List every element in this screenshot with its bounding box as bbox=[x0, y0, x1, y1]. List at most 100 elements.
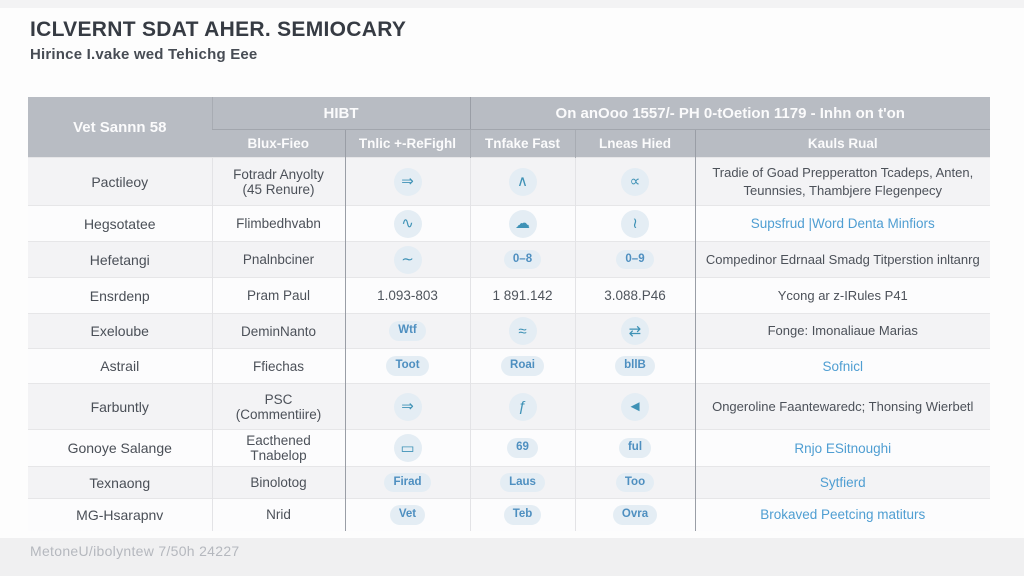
value-cell: ≀ bbox=[574, 205, 695, 242]
col-header-blux-fieo: Blux-Fieo bbox=[212, 129, 345, 158]
result-link[interactable]: Rnjo ESitnoughi bbox=[794, 440, 892, 456]
result-cell: Sofnicl bbox=[694, 348, 991, 384]
key-badge: 0–8 bbox=[503, 249, 542, 270]
row-detail-line2: (Commentiire) bbox=[235, 406, 322, 422]
page-title: ICLVERNT SDAT AHER. SEMIOCARY bbox=[30, 18, 407, 41]
row-detail: Pram Paul bbox=[211, 277, 345, 314]
text-badge: Firad bbox=[384, 472, 431, 493]
card-icon: ▭ bbox=[393, 434, 422, 462]
value-cell: ☁ bbox=[469, 205, 575, 242]
text-badge: Vet bbox=[389, 505, 426, 525]
table-row: Pactileoy Fotradr Anyolty (45 Renure) ⇒ ∧ ∝ Tr… bbox=[28, 157, 991, 206]
waves-icon: ≈ bbox=[508, 317, 537, 345]
table-row: Astrail Ffiechas Toot Roai bllB Sofnicl bbox=[28, 348, 991, 384]
result-link[interactable]: Brokaved Peetcing matiturs bbox=[760, 507, 926, 523]
table-row: Hegsotatee Flimbedhvabn ∿ ☁ ≀ Supsfrud |Word … bbox=[28, 205, 991, 242]
result-link[interactable]: Sofnicl bbox=[822, 358, 864, 374]
col-group-onaooo: On anOoo 1557/- PH 0-tOetion 1179 - Inhn… bbox=[469, 97, 991, 130]
value-cell: Too bbox=[574, 466, 695, 499]
row-label: Texnaong bbox=[28, 466, 212, 499]
plane-icon: ◄ bbox=[621, 392, 649, 421]
result-link[interactable]: Supsfrud |Word Denta Minfiors bbox=[750, 216, 935, 231]
text-badge: bllB bbox=[615, 356, 655, 376]
wave-icon: ∼ bbox=[393, 245, 422, 274]
table-row: Hefetangi Pnalnbciner ∼ 0–8 0–9 Compedinor Ed… bbox=[28, 241, 991, 278]
wave-check-icon: ∿ bbox=[393, 209, 422, 238]
result-text: Tradie of Goad Prepperatton Tcadeps, Ant… bbox=[712, 164, 974, 198]
value-number: 1 891.142 bbox=[492, 288, 553, 303]
value-cell: ∝ bbox=[574, 157, 695, 206]
row-label: Pactileoy bbox=[28, 157, 212, 206]
wtf-badge: Wtf bbox=[389, 321, 426, 341]
f-curve-icon: ƒ bbox=[508, 392, 537, 421]
value-cell: ◄ bbox=[574, 383, 695, 430]
value-cell: 0–8 bbox=[469, 241, 575, 278]
col-header-kauls-rual: Kauls Rual bbox=[694, 129, 991, 158]
title-block: ICLVERNT SDAT AHER. SEMIOCARY Hirince I.… bbox=[30, 18, 406, 63]
row-detail: Flimbedhvabn bbox=[211, 205, 345, 242]
result-text: Compedinor Edrnaal Smadg Titperstion inl… bbox=[705, 251, 980, 267]
result-cell: Supsfrud |Word Denta Minfiors bbox=[694, 205, 991, 242]
value-cell: Teb bbox=[469, 498, 575, 531]
row-label: Hefetangi bbox=[28, 241, 212, 278]
row-detail: Eacthened Tnabelop bbox=[211, 429, 345, 467]
result-cell: Brokaved Peetcing matiturs bbox=[694, 498, 991, 531]
value-cell: ⇒ bbox=[344, 383, 470, 430]
text-badge: Laus bbox=[500, 472, 545, 493]
value-cell: 69 bbox=[469, 429, 575, 467]
value-cell: Firad bbox=[344, 466, 470, 499]
row-detail: Nrid bbox=[211, 498, 345, 531]
row-label: Farbuntly bbox=[28, 383, 212, 430]
value-cell: ƒ bbox=[469, 383, 575, 430]
footer-note: MetoneU/ibolyntew 7/50h 24227 bbox=[30, 543, 240, 559]
value-cell: ful bbox=[574, 429, 695, 467]
comparison-table: Vet Sannn 58 HIBT On anOoo 1557/- PH 0-t… bbox=[28, 97, 991, 531]
value-cell: ⇄ bbox=[574, 313, 695, 349]
value-number: 1.093-803 bbox=[377, 288, 438, 303]
peak-icon: ∧ bbox=[508, 167, 537, 196]
value-cell: Roai bbox=[469, 348, 575, 384]
table-group-header-row: Vet Sannn 58 HIBT On anOoo 1557/- PH 0-t… bbox=[28, 97, 991, 158]
col-header-source: Vet Sannn 58 bbox=[28, 97, 212, 158]
value-cell: ∧ bbox=[469, 157, 575, 206]
bottom-strip bbox=[0, 538, 1024, 576]
result-cell: Rnjo ESitnoughi bbox=[694, 429, 991, 467]
col-header-tnfake-fast: Tnfake Fast bbox=[469, 129, 575, 158]
row-label: Hegsotatee bbox=[28, 205, 212, 242]
text-badge: Toot bbox=[386, 356, 429, 376]
table-subheader-row: Blux-Fieo Tnlic +-ReFighl Tnfake Fast Ln… bbox=[28, 129, 991, 158]
value-cell: Vet bbox=[344, 498, 470, 531]
row-label: Gonoye Salange bbox=[28, 429, 212, 467]
top-strip bbox=[0, 0, 1024, 8]
col-header-tnlic-refighl: Tnlic +-ReFighl bbox=[344, 129, 470, 158]
dash-arrow-icon: ⇒ bbox=[393, 167, 422, 196]
row-detail: PSC (Commentiire) bbox=[211, 383, 345, 430]
cloud-icon: ☁ bbox=[508, 209, 537, 238]
col-header-lneas-hied: Lneas Hied bbox=[574, 129, 695, 158]
table-row: Texnaong Binolotog Firad Laus Too Sytfierd bbox=[28, 466, 991, 499]
result-cell: Tradie of Goad Prepperatton Tcadeps, Ant… bbox=[694, 157, 991, 206]
text-badge: Ovra bbox=[612, 505, 658, 525]
marker-icon: ⇒ bbox=[393, 392, 422, 421]
value-cell: ▭ bbox=[344, 429, 470, 467]
text-badge: Teb bbox=[503, 505, 542, 525]
row-label: Exeloube bbox=[28, 313, 212, 349]
page-subtitle: Hirince I.vake wed Tehichg Eee bbox=[30, 46, 258, 63]
value-cell: Toot bbox=[344, 348, 470, 384]
result-link[interactable]: Sytfierd bbox=[819, 475, 866, 490]
text-badge: ful bbox=[618, 438, 652, 458]
table-row: Ensrdenp Pram Paul 1.093-803 1 891.142 3.088… bbox=[28, 277, 991, 314]
result-cell: Fonge: Imonaliaue Marias bbox=[694, 313, 991, 349]
result-cell: Ycong ar z-IRules P41 bbox=[694, 277, 991, 314]
table-row: Gonoye Salange Eacthened Tnabelop ▭ 69 ful Rn… bbox=[28, 429, 991, 467]
row-detail: DeminNanto bbox=[211, 313, 345, 349]
result-text: Fonge: Imonaliaue Marias bbox=[767, 323, 918, 339]
row-detail-line2: (45 Renure) bbox=[242, 181, 315, 197]
value-cell: 1 891.142 bbox=[469, 277, 575, 314]
result-cell: Compedinor Edrnaal Smadg Titperstion inl… bbox=[694, 241, 991, 278]
col-group-hibt: HIBT bbox=[211, 97, 470, 130]
value-cell: ∿ bbox=[344, 205, 470, 242]
value-cell: ∼ bbox=[344, 241, 470, 278]
row-label: MG-Hsarapnv bbox=[28, 498, 212, 531]
value-cell: Ovra bbox=[574, 498, 695, 531]
